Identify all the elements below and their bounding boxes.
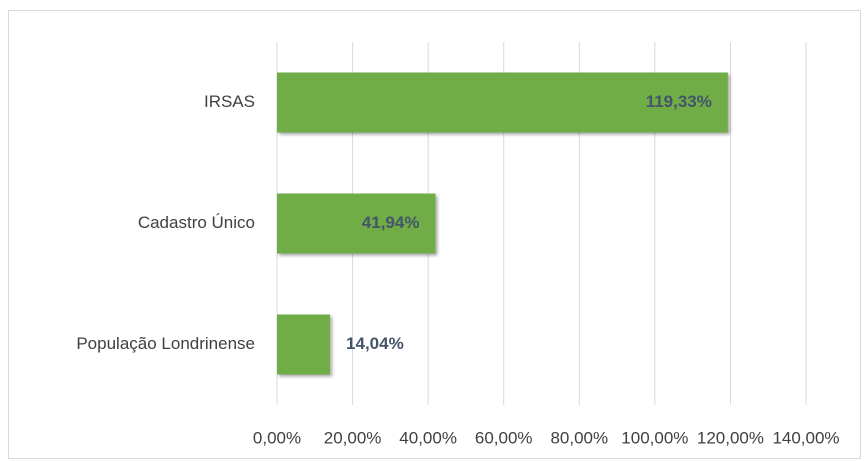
y-tick-label: População Londrinense xyxy=(76,334,255,353)
data-label: 41,94% xyxy=(362,213,420,232)
data-label: 14,04% xyxy=(346,334,404,353)
x-tick-label: 80,00% xyxy=(550,428,608,447)
bar xyxy=(277,72,728,133)
x-tick-label: 0,00% xyxy=(253,428,301,447)
bar xyxy=(277,193,436,254)
x-tick-label: 120,00% xyxy=(697,428,764,447)
x-tick-label: 100,00% xyxy=(621,428,688,447)
x-tick-label: 140,00% xyxy=(772,428,839,447)
x-tick-label: 60,00% xyxy=(475,428,533,447)
data-label: 119,33% xyxy=(646,92,712,111)
x-tick-label: 20,00% xyxy=(324,428,382,447)
x-tick-label: 40,00% xyxy=(399,428,457,447)
y-tick-label: IRSAS xyxy=(204,92,255,111)
y-tick-label: Cadastro Único xyxy=(138,213,255,232)
bar xyxy=(277,314,331,375)
